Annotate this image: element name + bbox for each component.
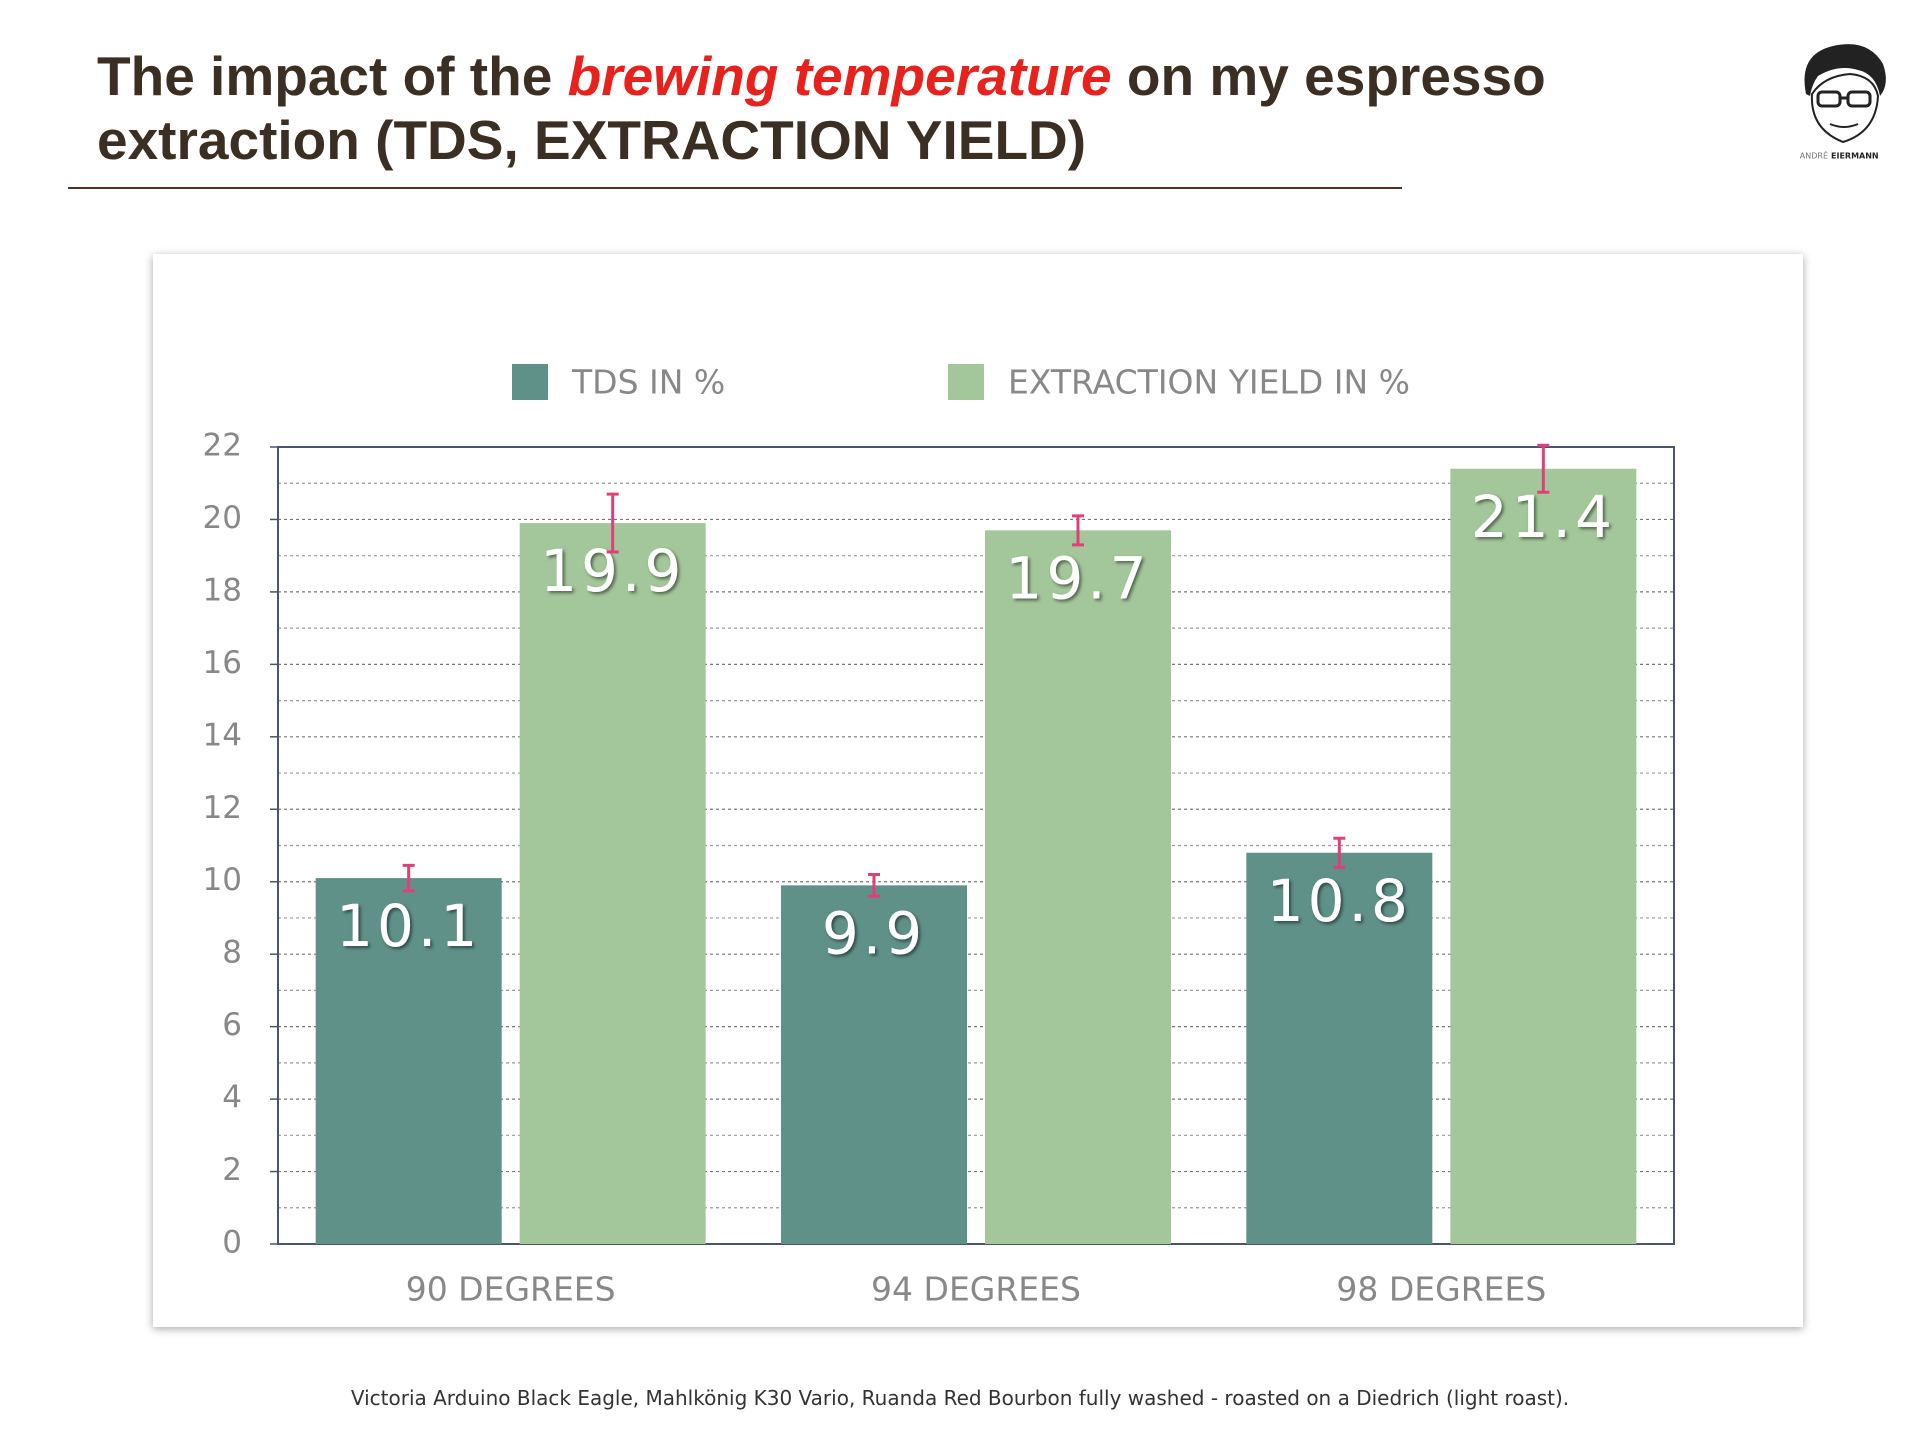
y-tick-label: 16 [203,645,242,681]
title-text: The impact of the [97,45,568,107]
legend-swatch [512,364,548,400]
y-tick-label: 8 [222,935,242,971]
y-tick-label: 22 [203,428,242,464]
logo-text: ANDRÉ [1800,150,1828,161]
plot-frame [277,446,1675,1245]
logo-text: EIERMANN [1831,152,1879,161]
error-bar [1072,514,1084,547]
title-text: on my espresso [1111,45,1546,107]
y-tick-label: 20 [203,500,242,536]
y-tick-label: 2 [222,1152,242,1188]
title-rule [68,187,1402,189]
y-tick-label: 12 [203,790,242,826]
bar [985,530,1171,1244]
y-tick-label: 4 [222,1080,242,1116]
bar [519,523,706,1244]
y-tick-label: 10 [203,862,242,898]
error-bar [1537,443,1550,494]
title-highlight: brewing temperature [567,45,1112,107]
error-bar [1333,836,1346,869]
legend-swatch [948,364,984,400]
value-label: 10.8 [1267,867,1412,935]
bar [1450,468,1637,1245]
x-tick-label: 98 DEGREES [1336,1270,1546,1309]
title: The impact of the brewing temperature on… [97,44,1546,172]
x-tick-label: 90 DEGREES [406,1270,616,1309]
value-label: 10.1 [336,892,481,960]
error-bar [868,872,880,898]
error-bar [402,863,415,893]
y-tick-label: 18 [203,572,242,608]
logo: ANDRÉ EIERMANN [1800,44,1886,161]
value-label: 19.7 [1005,544,1150,612]
y-tick-label: 0 [222,1225,242,1261]
title-text: extraction (TDS, EXTRACTION YIELD) [97,109,1087,171]
value-label: 9.9 [822,899,926,967]
legend-label: EXTRACTION YIELD IN % [1008,363,1410,402]
value-label: 19.9 [540,537,685,605]
footnote: Victoria Arduino Black Eagle, Mahlkönig … [350,1386,1570,1410]
legend-label: TDS IN % [571,363,725,402]
bar [781,885,967,1244]
value-label: 21.4 [1471,483,1616,551]
bar [315,878,502,1244]
bar [1246,852,1433,1244]
x-tick-label: 94 DEGREES [871,1270,1081,1309]
y-tick-label: 14 [203,717,242,753]
y-tick-label: 6 [222,1007,242,1043]
error-bar [606,492,619,554]
